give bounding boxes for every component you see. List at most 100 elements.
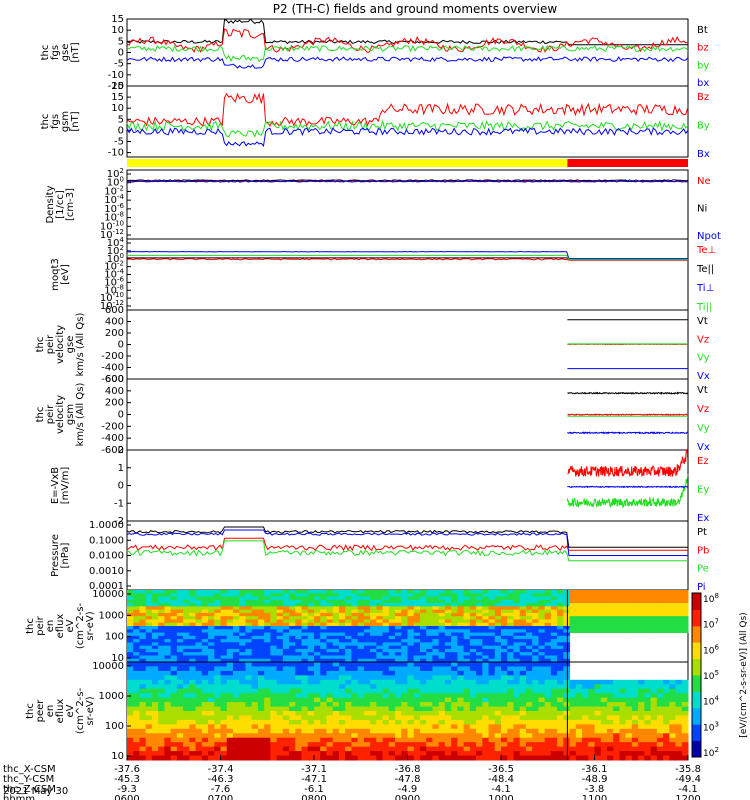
xtick-label-y: -49.4 <box>675 774 701 785</box>
ytick-label: -600 <box>101 445 124 456</box>
ylabel-line: [nT] <box>70 42 81 62</box>
series-pt-line <box>126 526 688 548</box>
ylabel-line: eV <box>65 619 76 632</box>
ylabel-fgs_gse: thc fgs gse [nT] <box>40 42 81 62</box>
xtick-label-y: -45.3 <box>114 774 140 785</box>
legend-vz: Vz <box>697 404 709 415</box>
ytick-label: 0 <box>118 125 124 136</box>
series-te-line <box>126 258 688 261</box>
legend-bx: bx <box>697 78 709 89</box>
panel-frame-fgs_gsm <box>126 85 689 158</box>
ytick-label: 10-6 <box>104 202 124 215</box>
series-bt-line <box>126 18 688 46</box>
legend-by: By <box>697 121 710 132</box>
ytick-label: 1000 <box>99 610 124 621</box>
heatmap-ion_spectrogram <box>127 590 689 663</box>
ylabel-line: thc <box>25 618 36 634</box>
xtick-label-x: -36.8 <box>395 764 421 775</box>
ytick-label: 1 <box>118 463 124 474</box>
ylabel-line: E=-VxB <box>50 467 61 504</box>
ytick-label: -1 <box>114 498 124 509</box>
ylabel-line: eflux <box>55 699 66 724</box>
ytick-label: 0 <box>118 481 124 492</box>
series-pb-line <box>126 537 688 552</box>
series-ni-line <box>126 179 689 182</box>
ytick-label: 10 <box>111 751 124 762</box>
series-by-line <box>126 119 689 138</box>
xtick-label-x: -36.1 <box>582 764 608 775</box>
ylabel-line: en <box>45 705 56 718</box>
ylabel-line: velocity <box>55 395 66 434</box>
ytick-label: 0 <box>118 48 124 59</box>
xtick-label-t: 1200 <box>675 794 700 800</box>
legend-pe: Pe <box>697 564 709 575</box>
colorbar-tick: 106 <box>703 643 719 656</box>
ylabel-density: Density [1/cc] [cm-3] <box>45 185 76 223</box>
series-ti-line <box>126 250 688 260</box>
series-by-line <box>126 44 689 63</box>
ytick-label: 10-6 <box>104 275 124 288</box>
legend-te: Te⊥ <box>696 245 716 256</box>
ytick-label: 10 <box>111 25 124 36</box>
panel-frame-fgs_gse <box>126 18 689 87</box>
colorbar-segment <box>692 691 701 709</box>
xtick-label-z: -4.9 <box>398 784 418 795</box>
series-pe-line <box>126 540 688 562</box>
xtick-label-t: 0700 <box>208 794 233 800</box>
ylabel-line: [1/cc] <box>55 190 66 219</box>
xtick-label-z: -4.1 <box>678 784 698 795</box>
ylabel-line: thc <box>40 114 51 130</box>
ytick-label: 5 <box>118 114 124 125</box>
series-bz-line <box>126 92 689 127</box>
ytick-label: -2 <box>114 516 124 527</box>
colorbar-tick: 108 <box>703 592 719 605</box>
ytick-label: 0.0010 <box>89 566 124 577</box>
ytick-label: 10-8 <box>104 211 124 224</box>
colorbar-segment <box>692 707 701 725</box>
ytick-label: 100 <box>105 721 124 732</box>
ytick-label: 100 <box>105 632 124 643</box>
ytick-label: 100 <box>107 252 124 265</box>
colorbar-segment <box>692 593 701 610</box>
ytick-label: -200 <box>101 421 124 432</box>
mode-bar-slow <box>127 159 568 167</box>
xtick-label-t: 0800 <box>301 794 326 800</box>
xtick-label-y: -46.3 <box>208 774 234 785</box>
ylabel-line: [eV] <box>60 264 71 285</box>
legend-bx: Bx <box>697 149 710 160</box>
ylabel-line: sr-eV) <box>85 696 96 725</box>
ytick-label: 10-12 <box>100 299 124 312</box>
ytick-label: 104 <box>107 236 125 249</box>
legend-ti: Ti⊥ <box>696 283 714 294</box>
ylabel-line: km/s (All Qs) <box>75 383 86 447</box>
xtick-label-z: -6.1 <box>304 784 324 795</box>
ytick-label: 0.0001 <box>89 581 124 592</box>
ylabel-velocity_gse: thc peir velocity gse km/s (All Qs) <box>35 313 86 377</box>
panel-frame-temperature <box>126 238 689 311</box>
ylabel-line: fgs <box>50 45 61 60</box>
xtick-label-x: -37.4 <box>208 764 234 775</box>
ylabel-line: peir <box>35 615 46 635</box>
series-vx-line <box>567 431 689 435</box>
ytick-label: 15 <box>111 14 124 25</box>
ytick-label: 10-8 <box>104 283 124 296</box>
xtick-label-z: -7.6 <box>211 784 231 795</box>
ylabel-line: gsm <box>65 404 76 425</box>
colorbar-label-group: [eV/(cm^2-s-sr-eV)] (All Qs) <box>739 612 749 737</box>
legend-te: Te|| <box>696 264 714 275</box>
xtick-label-x: -35.8 <box>675 764 701 775</box>
ytick-label: 10-12 <box>100 228 124 241</box>
xtick-label-z: -9.3 <box>117 784 137 795</box>
ylabel-line: gse <box>60 44 71 62</box>
legend-pi: Pi <box>697 582 706 593</box>
ytick-label: 1000 <box>99 691 124 702</box>
ylabel-line: km/s (All Qs) <box>75 313 86 377</box>
ytick-label: 0.1000 <box>89 535 124 546</box>
colorbar-segment <box>692 642 701 660</box>
ytick-label: 10000 <box>92 661 124 672</box>
legend-pb: Pb <box>697 545 709 556</box>
ytick-label: -400 <box>101 433 124 444</box>
colorbar-tick: 107 <box>703 618 719 631</box>
ylabel-velocity_gsm: thc peir velocity gsm km/s (All Qs) <box>35 383 86 447</box>
